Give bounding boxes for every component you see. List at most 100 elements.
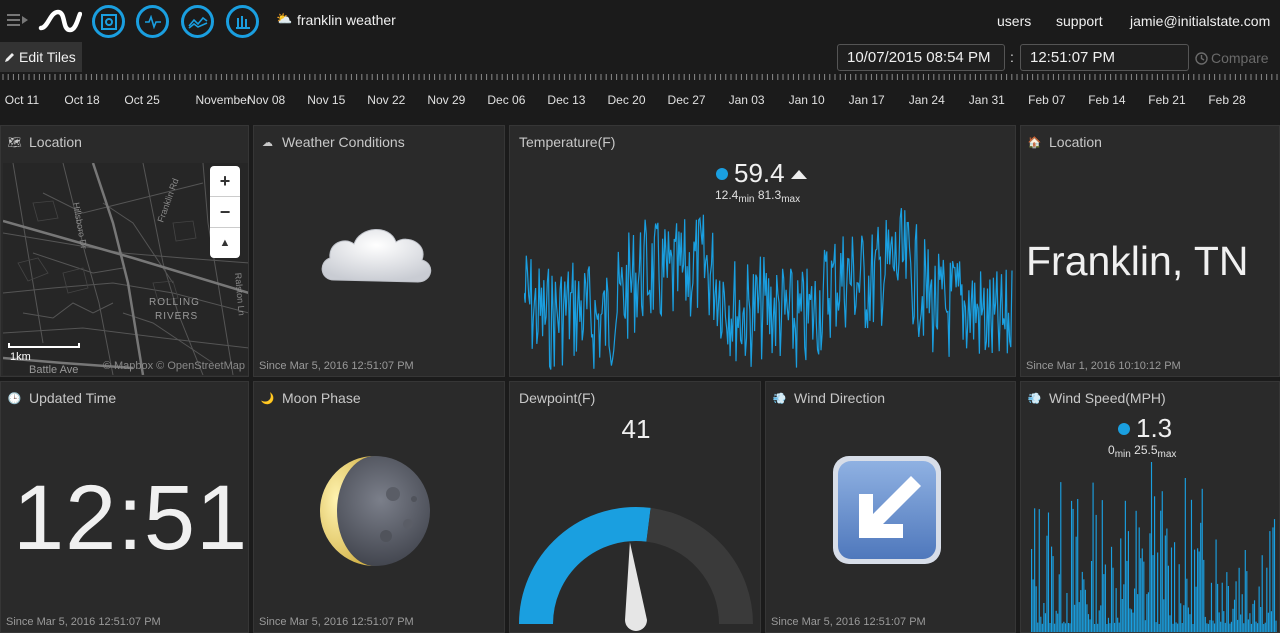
wind-speed-bar — [1158, 624, 1160, 632]
timeline-label[interactable]: Jan 17 — [848, 93, 885, 107]
map-attribution[interactable]: © Mapbox © OpenStreetMap — [102, 360, 245, 372]
tile-title-text: Updated Time — [29, 390, 117, 406]
waves-view-icon[interactable] — [136, 5, 169, 38]
wind-speed-bar — [1164, 535, 1166, 632]
menu-icon[interactable] — [7, 12, 29, 28]
timeline-label[interactable]: Nov 22 — [367, 93, 406, 107]
wind-speed-bar — [1047, 512, 1050, 632]
map-scale-bar — [8, 343, 80, 348]
timeline-label[interactable]: Jan 24 — [908, 93, 945, 107]
wind-speed-bar — [1050, 546, 1053, 632]
dewpoint-tile[interactable]: Dewpoint(F) 41 — [509, 381, 761, 633]
weather-conditions-tile[interactable]: ☁ Weather Conditions Since Mar 5, 2016 1… — [253, 125, 505, 377]
lines-view-icon[interactable] — [181, 5, 214, 38]
timeline-label[interactable]: Jan 31 — [968, 93, 1005, 107]
wind-speed-bar — [1237, 619, 1239, 632]
wind-speed-bar — [1101, 500, 1103, 632]
moon-phase-tile[interactable]: 🌙 Moon Phase Since Mar 5, 2016 12:51:07 … — [253, 381, 505, 633]
bucket-name[interactable]: franklin weather — [297, 12, 396, 28]
timeline-label[interactable]: Oct 18 — [64, 93, 100, 107]
timeline-label[interactable]: Nov 08 — [247, 93, 286, 107]
series-dot — [1118, 422, 1130, 435]
timeline-label[interactable]: Nov 15 — [307, 93, 346, 107]
wind-speed-bar — [1040, 616, 1042, 632]
wind-speed-bar — [1177, 623, 1179, 632]
timeline-label[interactable]: Feb 28 — [1208, 93, 1246, 107]
wind-speed-bar — [1064, 623, 1066, 632]
timeline-label[interactable]: Feb 07 — [1028, 93, 1066, 107]
map-view[interactable]: Hillsboro Dr Franklin Rd Ralston Ln ROLL… — [3, 163, 248, 375]
zoom-out-button[interactable]: − — [210, 197, 240, 228]
wind-speed-bar — [1184, 478, 1186, 632]
updated-time-tile[interactable]: 🕒 Updated Time 12:51 Since Mar 5, 2016 1… — [0, 381, 249, 633]
wind-speed-bar — [1083, 579, 1085, 632]
cloud-small-icon: ☁ — [262, 136, 273, 149]
wind-speed-bar — [1120, 538, 1122, 632]
tile-title-text: Moon Phase — [282, 390, 361, 406]
wind-speed-bar — [1263, 624, 1265, 632]
wind-speed-bar — [1058, 574, 1060, 632]
timeline-label[interactable]: Feb 14 — [1088, 93, 1126, 107]
end-time-input[interactable]: 12:51:07 PM — [1020, 44, 1189, 71]
wind-speed-value: 1.3 — [1118, 413, 1172, 444]
wind-speed-bar — [1155, 622, 1157, 632]
nav-support-link[interactable]: support — [1056, 13, 1103, 29]
timeline-label[interactable]: Jan 03 — [728, 93, 765, 107]
initialstate-logo-icon[interactable] — [38, 6, 82, 36]
min-label: min — [1114, 449, 1131, 460]
location-text-tile[interactable]: 🏠 Location Franklin, TN Since Mar 1, 201… — [1020, 125, 1280, 377]
timeline-label[interactable]: Dec 13 — [547, 93, 586, 107]
wind-speed-tile[interactable]: 💨 Wind Speed(MPH) 1.3 0min 25.5max — [1020, 381, 1280, 633]
wind-speed-bar — [1166, 528, 1168, 632]
location-map-tile[interactable]: 🗺 Location — [0, 125, 249, 377]
timeline-label[interactable]: Feb 21 — [1148, 93, 1186, 107]
tile-title-text: Dewpoint(F) — [519, 390, 596, 406]
wind-direction-tile[interactable]: 💨 Wind Direction Since Mar 5, 2016 12:51… — [765, 381, 1016, 633]
tiles-view-icon[interactable] — [92, 5, 125, 38]
wind-speed-bar — [1157, 552, 1159, 632]
wind-speed-bar — [1257, 623, 1259, 632]
wind-speed-bar — [1201, 488, 1203, 632]
account-email-link[interactable]: jamie@initialstate.com — [1130, 13, 1271, 29]
timeline-label[interactable]: Nov 29 — [427, 93, 466, 107]
wind-speed-bar — [1109, 623, 1111, 632]
timeline-label[interactable]: November — [195, 93, 251, 107]
zoom-in-button[interactable]: + — [210, 166, 240, 197]
wind-speed-bar — [1118, 622, 1120, 632]
timeline-label[interactable]: Oct 25 — [124, 93, 160, 107]
wind-speed-bar — [1229, 623, 1231, 632]
nav-users-link[interactable]: users — [997, 13, 1032, 29]
dash-icon: 💨 — [772, 392, 787, 405]
temperature-tile[interactable]: Temperature(F) 59.4 12.4min 81.3max — [509, 125, 1016, 377]
timeline-scrubber[interactable]: Oct 11 Oct 18 Oct 25 November Nov 08 Nov 15 No… — [0, 72, 1280, 118]
compare-button[interactable]: Compare — [1195, 50, 1269, 66]
wind-speed-bar — [1154, 496, 1156, 632]
compass-button[interactable]: ▲ — [219, 237, 231, 249]
timeline-label[interactable]: Oct 11 — [4, 93, 40, 107]
wind-speed-bar — [1038, 509, 1040, 632]
wind-speed-bar — [1192, 624, 1194, 632]
wind-speed-bar — [1233, 599, 1236, 632]
wind-speed-bar — [1035, 586, 1037, 632]
wind-speed-bar — [1197, 548, 1199, 632]
wind-speed-bar — [1134, 588, 1136, 632]
grid-view-icon[interactable] — [226, 5, 259, 38]
timeline-label[interactable]: Dec 27 — [667, 93, 706, 107]
wind-speed-bar — [1090, 561, 1093, 632]
wind-speed-bar — [1213, 623, 1216, 632]
tile-title-text: Location — [1049, 134, 1102, 150]
temperature-line-chart[interactable] — [524, 204, 1014, 374]
wind-speed-bar-chart[interactable] — [1031, 458, 1277, 632]
min-value: 12.4 — [715, 188, 739, 202]
max-value: 81.3 — [757, 188, 782, 202]
tile-title-text: Wind Direction — [794, 390, 886, 406]
min-label: min — [738, 194, 755, 205]
start-datetime-input[interactable]: 10/07/2015 08:54 PM — [837, 44, 1005, 71]
edit-tiles-button[interactable]: Edit Tiles — [0, 42, 82, 72]
wind-speed-bar — [1207, 623, 1209, 632]
timeline-label[interactable]: Dec 20 — [607, 93, 646, 107]
timeline-label[interactable]: Jan 10 — [788, 93, 825, 107]
wind-speed-bar — [1204, 616, 1206, 632]
wind-speed-bar — [1106, 624, 1108, 632]
timeline-label[interactable]: Dec 06 — [487, 93, 526, 107]
